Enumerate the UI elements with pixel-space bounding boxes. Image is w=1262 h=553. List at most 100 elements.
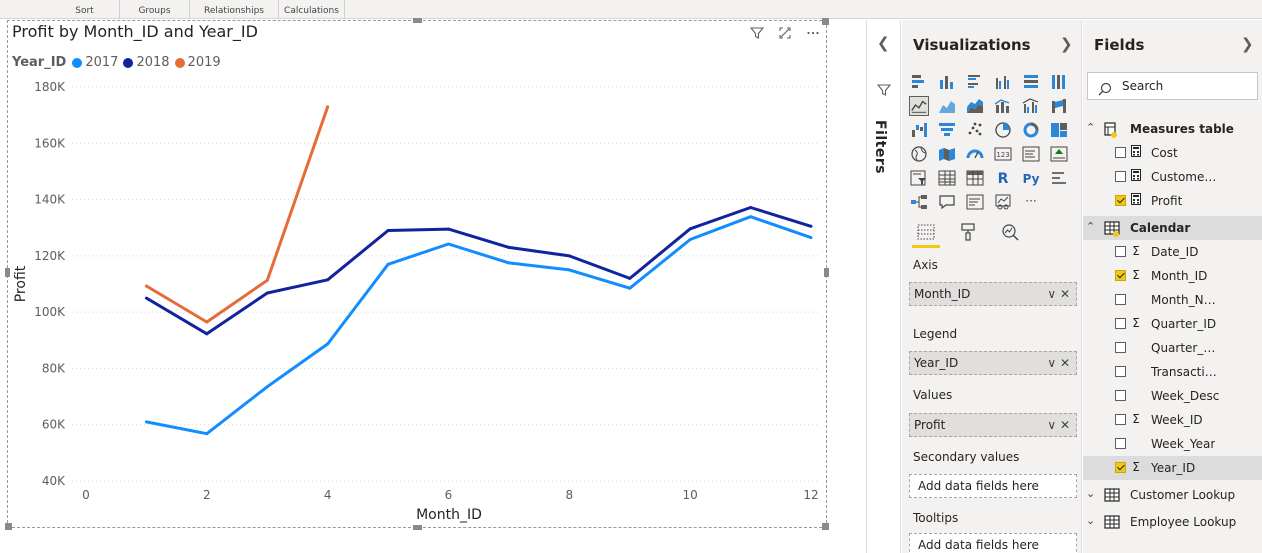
line-chart-icon[interactable] [909, 96, 929, 116]
data-point-2019[interactable] [326, 105, 330, 109]
data-point-2017[interactable] [447, 242, 450, 246]
filter-icon[interactable] [748, 24, 766, 42]
key-influencers-icon[interactable] [1049, 168, 1069, 188]
stacked-bar-chart-icon[interactable] [909, 72, 929, 92]
data-point-2018[interactable] [144, 296, 148, 300]
field-item[interactable]: Σ Date_ID [1083, 240, 1262, 264]
field-controls[interactable]: ∨ ✕ [1047, 418, 1070, 432]
gauge-icon[interactable] [965, 144, 985, 164]
data-point-2017[interactable] [688, 238, 692, 242]
data-point-2018[interactable] [447, 227, 450, 231]
data-point-2019[interactable] [265, 278, 269, 282]
field-item[interactable]: Σ Week_ID [1083, 408, 1262, 432]
field-controls[interactable]: ∨ ✕ [1047, 356, 1070, 370]
100-stacked-bar-chart-icon[interactable] [1021, 72, 1041, 92]
smart-narrative-icon[interactable] [965, 192, 985, 212]
data-point-2019[interactable] [205, 320, 209, 324]
table-icon[interactable] [937, 168, 957, 188]
python-visual-icon[interactable]: Py [1021, 168, 1041, 188]
r-script-visual-icon[interactable]: R [993, 168, 1013, 188]
resize-handle-bottom-right[interactable] [822, 523, 829, 530]
chevron-up-icon[interactable]: ⌃ [1086, 220, 1096, 233]
field-item[interactable]: Quarter_Na... [1083, 336, 1262, 360]
axis-well-field[interactable]: Month_ID ∨ ✕ [909, 282, 1077, 306]
field-item[interactable]: Profit [1083, 189, 1262, 213]
legend-well-field[interactable]: Year_ID ∨ ✕ [909, 351, 1077, 375]
field-checkbox[interactable] [1115, 438, 1126, 449]
field-item[interactable]: Transaction... [1083, 360, 1262, 384]
treemap-icon[interactable] [1049, 120, 1069, 140]
decomposition-tree-icon[interactable] [909, 192, 929, 212]
focus-mode-icon[interactable] [776, 24, 794, 42]
data-point-2017[interactable] [265, 385, 269, 389]
legend-item-2018[interactable]: 2018 [123, 55, 170, 70]
field-item[interactable]: Cost [1083, 141, 1262, 165]
field-item[interactable]: Σ Year_ID [1083, 456, 1262, 480]
legend-item-2017[interactable]: 2017 [72, 55, 118, 70]
series-line-2019[interactable] [145, 106, 330, 324]
area-chart-icon[interactable] [937, 96, 957, 116]
data-point-2018[interactable] [386, 229, 390, 233]
field-checkbox[interactable] [1115, 171, 1126, 182]
secondary-values-drop-zone[interactable]: Add data fields here [909, 474, 1077, 498]
field-item[interactable]: Month_Na... [1083, 288, 1262, 312]
multi-row-card-icon[interactable] [1021, 144, 1041, 164]
tooltips-drop-zone[interactable]: Add data fields here [909, 533, 1077, 553]
field-checkbox[interactable] [1115, 414, 1126, 425]
field-table-customer-lookup[interactable]: ⌄ Customer Lookup [1083, 483, 1262, 507]
kpi-icon[interactable] [1049, 144, 1069, 164]
field-checkbox[interactable] [1115, 147, 1126, 158]
filled-map-icon[interactable] [937, 144, 957, 164]
field-item[interactable]: Customer s... [1083, 165, 1262, 189]
card-icon[interactable]: 123 [993, 144, 1013, 164]
data-point-2017[interactable] [628, 286, 632, 290]
field-item[interactable]: Week_Desc [1083, 384, 1262, 408]
more-options-icon[interactable] [804, 24, 822, 42]
data-point-2017[interactable] [144, 420, 148, 424]
field-table-employee-lookup[interactable]: ⌄ Employee Lookup [1083, 510, 1262, 534]
resize-handle-bottom-left[interactable] [5, 523, 12, 530]
field-checkbox[interactable] [1115, 195, 1126, 206]
values-well-field[interactable]: Profit ∨ ✕ [909, 413, 1077, 437]
data-point-2017[interactable] [386, 262, 390, 266]
paginated-report-icon[interactable] [993, 192, 1013, 212]
field-item[interactable]: Σ Quarter_ID [1083, 312, 1262, 336]
field-item[interactable]: Σ Month_ID [1083, 264, 1262, 288]
line-and-stacked-column-chart-icon[interactable] [993, 96, 1013, 116]
format-tab-icon[interactable] [954, 220, 982, 244]
data-point-2018[interactable] [507, 245, 511, 249]
data-point-2018[interactable] [688, 227, 692, 231]
field-checkbox[interactable] [1115, 270, 1126, 281]
filters-label[interactable]: Filters [872, 120, 888, 175]
field-checkbox[interactable] [1115, 246, 1126, 257]
scatter-chart-icon[interactable] [965, 120, 985, 140]
filters-pane-collapsed[interactable]: ❮ Filters [866, 20, 901, 553]
data-point-2018[interactable] [628, 276, 632, 280]
field-table-measures-table[interactable]: ⌃ Measures table [1083, 117, 1262, 141]
fields-search-input[interactable]: Search [1087, 72, 1258, 100]
data-point-2017[interactable] [809, 236, 813, 240]
data-point-2017[interactable] [326, 342, 330, 346]
legend-item-2019[interactable]: 2019 [174, 55, 221, 70]
clustered-bar-chart-icon[interactable] [965, 72, 985, 92]
field-checkbox[interactable] [1115, 390, 1126, 401]
series-line-2017[interactable] [146, 215, 812, 436]
data-point-2018[interactable] [567, 254, 571, 258]
more-visuals-icon[interactable]: ··· [1021, 192, 1041, 212]
resize-handle-top-right[interactable] [822, 18, 829, 25]
qa-icon[interactable] [937, 192, 957, 212]
line-chart-visual[interactable] [5, 18, 829, 530]
donut-chart-icon[interactable] [1021, 120, 1041, 140]
data-point-2018[interactable] [749, 205, 753, 209]
map-icon[interactable] [909, 144, 929, 164]
pie-chart-icon[interactable] [993, 120, 1013, 140]
chevron-up-icon[interactable]: ⌃ [1086, 121, 1096, 134]
line-and-clustered-column-chart-icon[interactable] [1021, 96, 1041, 116]
data-point-2017[interactable] [507, 261, 511, 265]
series-line-2018[interactable] [145, 206, 812, 336]
stacked-column-chart-icon[interactable] [937, 72, 957, 92]
chevron-down-icon[interactable]: ⌄ [1086, 487, 1096, 500]
field-controls[interactable]: ∨ ✕ [1047, 287, 1070, 301]
chevron-right-icon[interactable]: ❯ [1060, 35, 1073, 53]
field-checkbox[interactable] [1115, 294, 1126, 305]
